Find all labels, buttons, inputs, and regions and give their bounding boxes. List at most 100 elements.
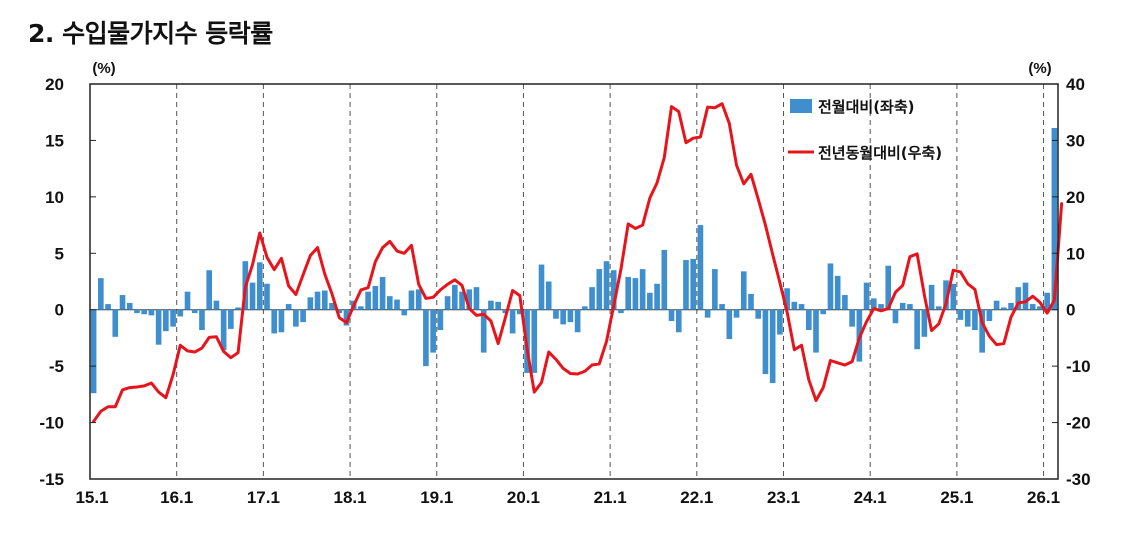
bar-mom-128 [1015, 287, 1022, 310]
line-yoy [92, 102, 1064, 423]
bar-mom-20 [235, 307, 241, 310]
bar-mom-98 [798, 304, 805, 310]
legend-bar-swatch [790, 99, 812, 113]
bar-mom-130 [1029, 304, 1036, 310]
bar-mom-103 [834, 275, 841, 310]
x-tick-label: 22.1 [680, 488, 713, 507]
left-tick-label: 10 [45, 188, 64, 207]
bar-mom-116 [928, 284, 935, 310]
bar-mom-119 [950, 283, 957, 310]
right-axis-unit: (%) [1028, 60, 1051, 77]
bar-mom-18 [220, 309, 227, 351]
bar-mom-133 [1051, 128, 1058, 310]
x-tick-label: 21.1 [594, 488, 627, 507]
bar-mom-53 [473, 287, 480, 310]
bar-mom-124 [986, 309, 993, 321]
x-tick-label: 26.1 [1027, 488, 1060, 507]
bar-mom-31 [314, 291, 321, 310]
bar-mom-69 [589, 287, 595, 310]
bar-mom-108 [870, 298, 877, 310]
bar-mom-61 [531, 309, 538, 373]
left-tick-label: 15 [45, 131, 64, 150]
bar-mom-5 [126, 302, 133, 310]
right-tick-label: 10 [1066, 244, 1085, 263]
bar-mom-99 [805, 309, 812, 331]
page-title: 2. 수입물가지수 등락률 [28, 19, 273, 48]
bar-mom-70 [596, 269, 603, 310]
bar-mom-40 [379, 276, 386, 310]
bar-mom-97 [791, 301, 798, 310]
bar-mom-86 [712, 269, 718, 310]
right-tick-label: -30 [1066, 470, 1091, 489]
x-tick-label: 17.1 [247, 488, 280, 507]
bar-mom-22 [249, 282, 256, 310]
bar-mom-75 [632, 278, 639, 310]
bar-mom-115 [921, 309, 928, 337]
bar-mom-48 [437, 309, 444, 331]
bar-mom-67 [574, 309, 581, 333]
bar-mom-101 [820, 309, 827, 315]
bar-mom-42 [394, 299, 400, 310]
bar-mom-90 [740, 271, 747, 310]
left-tick-label: 0 [55, 301, 64, 320]
bar-mom-77 [647, 292, 653, 310]
bar-mom-39 [372, 286, 379, 310]
bar-mom-100 [813, 309, 819, 353]
bar-mom-64 [553, 309, 559, 319]
bar-mom-105 [849, 309, 855, 327]
bar-mom-122 [972, 309, 978, 331]
bar-mom-7 [141, 309, 147, 315]
bar-mom-129 [1022, 282, 1029, 310]
x-tick-label: 15.1 [75, 488, 108, 507]
bar-mom-51 [459, 291, 465, 310]
bar-mom-113 [907, 304, 913, 310]
bar-mom-37 [358, 306, 364, 310]
legend-line-label: 전년동월대비(우축) [818, 144, 942, 162]
bar-mom-114 [914, 309, 920, 350]
bar-mom-56 [495, 301, 501, 310]
bar-mom-63 [545, 281, 552, 310]
bar-mom-80 [668, 309, 675, 321]
bar-mom-111 [892, 309, 899, 324]
right-tick-label: -20 [1066, 414, 1091, 433]
bar-mom-127 [1008, 302, 1014, 310]
bar-mom-91 [748, 293, 754, 310]
bar-mom-14 [191, 309, 198, 314]
bar-mom-102 [827, 263, 834, 310]
bar-mom-33 [329, 302, 335, 310]
bar-mom-82 [683, 260, 689, 310]
bar-mom-121 [964, 309, 971, 327]
bar-mom-44 [408, 290, 415, 310]
bar-mom-81 [675, 309, 682, 333]
bar-mom-132 [1044, 292, 1050, 310]
bar-mom-71 [603, 261, 610, 310]
bar-mom-1 [98, 278, 104, 310]
bar-mom-123 [979, 309, 985, 353]
bar-mom-52 [466, 289, 473, 310]
bar-mom-34 [336, 309, 343, 314]
bar-mom-126 [1001, 307, 1007, 310]
bar-mom-55 [488, 300, 494, 310]
bar-mom-46 [423, 309, 429, 367]
bar-mom-83 [690, 258, 697, 310]
bar-mom-47 [430, 309, 436, 353]
bar-mom-72 [610, 270, 617, 310]
bar-mom-89 [733, 309, 740, 318]
bar-mom-62 [538, 264, 545, 310]
left-tick-label: -15 [39, 470, 64, 489]
bar-mom-16 [206, 270, 213, 310]
bar-mom-19 [228, 309, 234, 329]
left-tick-label: 20 [45, 75, 64, 94]
bar-mom-8 [148, 309, 155, 316]
bar-mom-87 [719, 304, 725, 310]
bar-mom-94 [769, 309, 776, 384]
bar-mom-57 [502, 309, 509, 314]
bar-mom-13 [184, 291, 191, 310]
bar-mom-104 [842, 295, 848, 310]
bar-mom-41 [386, 296, 393, 310]
bar-mom-73 [618, 309, 624, 314]
bar-mom-112 [899, 302, 906, 310]
bar-mom-49 [444, 296, 451, 310]
bar-mom-125 [993, 300, 1000, 310]
